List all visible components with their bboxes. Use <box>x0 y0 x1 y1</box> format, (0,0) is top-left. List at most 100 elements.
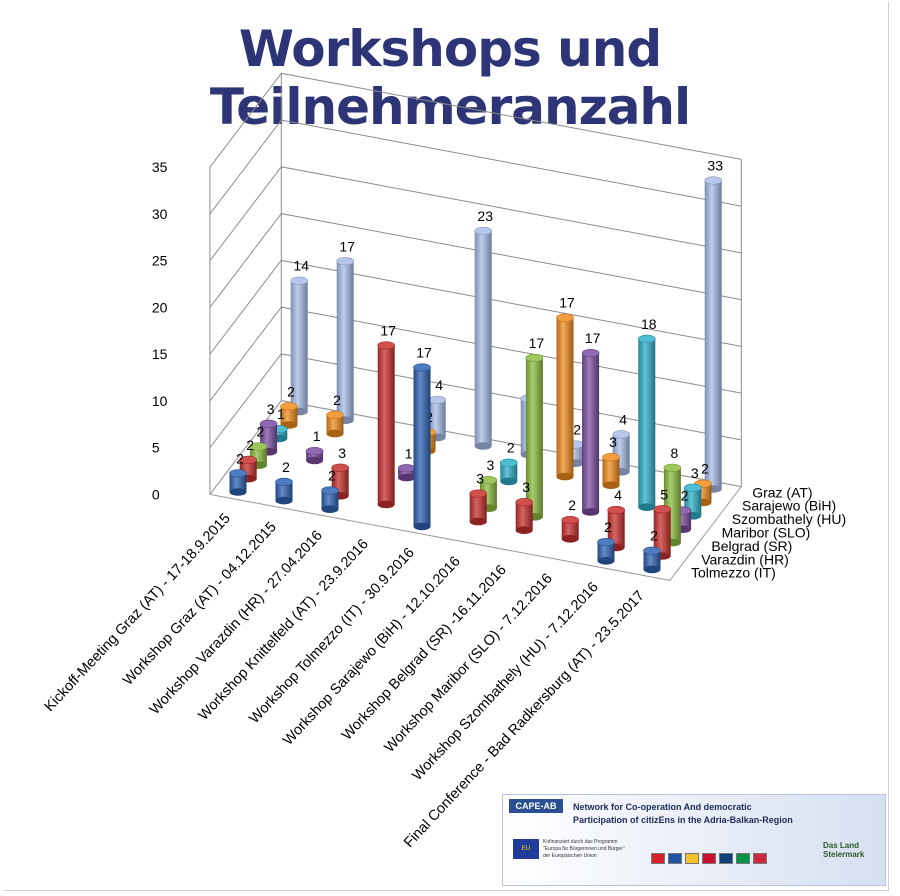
flag-icon <box>685 853 699 864</box>
data-label: 2 <box>650 528 658 544</box>
data-label: 17 <box>585 330 601 346</box>
data-label: 3 <box>267 401 275 417</box>
steiermark-logo: Das Land Steiermark <box>823 841 864 859</box>
bar <box>525 353 544 521</box>
data-label: 2 <box>604 519 612 535</box>
y-tick-label: 25 <box>152 253 168 269</box>
bar <box>305 446 324 465</box>
data-label: 33 <box>707 157 723 173</box>
data-label: 4 <box>619 411 627 427</box>
bar <box>643 546 661 574</box>
data-label: 2 <box>333 392 341 408</box>
cape-logo: CAPE-AB <box>509 799 563 813</box>
bar <box>561 515 580 543</box>
gridlines <box>209 72 743 581</box>
bar <box>280 402 298 429</box>
cofinance-line-3: der Europäischen Union <box>543 853 597 859</box>
data-label: 3 <box>487 457 495 473</box>
bar <box>326 410 344 438</box>
y-tick-label: 5 <box>152 440 160 456</box>
data-label: 2 <box>236 450 244 466</box>
bars: 1417423624332221732121833111722317823173… <box>229 157 723 574</box>
data-label: 3 <box>476 471 484 487</box>
country-flags <box>651 853 767 864</box>
x-axis: Kickoff-Meeting Graz (AT) - 17-18.9.2015… <box>42 511 648 851</box>
footer-banner: CAPE-AB Network for Co-operation And dem… <box>502 794 886 886</box>
data-label: 3 <box>691 465 699 481</box>
data-label: 14 <box>293 258 309 274</box>
bar <box>229 469 247 496</box>
data-label: 2 <box>568 497 576 513</box>
flag-icon <box>668 853 682 864</box>
category-label: Workshop Szombathely (HU) - 7.12.2016 <box>409 579 601 784</box>
bar <box>275 477 293 505</box>
y-tick-label: 30 <box>152 206 168 222</box>
data-label: 2 <box>328 468 336 484</box>
flag-icon <box>753 853 767 864</box>
data-label: 2 <box>246 437 254 453</box>
series-label: Maribor (SLO) <box>722 525 811 541</box>
series-label: Sarajewo (BiH) <box>742 498 836 514</box>
network-line-2: Participation of citizEns in the Adria-B… <box>573 815 793 825</box>
data-label: 2 <box>701 461 709 477</box>
bar <box>556 313 574 481</box>
data-label: 2 <box>681 488 689 504</box>
y-tick-label: 20 <box>152 299 168 315</box>
data-label: 4 <box>435 377 443 393</box>
page-title: Workshops und Teilnehmeranzahl <box>209 20 691 136</box>
cofinance-text: Kofinanziert durch das Programm "Europa … <box>543 839 625 860</box>
data-label: 2 <box>287 383 295 399</box>
data-label: 1 <box>277 406 285 422</box>
data-label: 1 <box>313 428 321 444</box>
cofinance-line-2: "Europa für Bürgerinnen und Bürger" <box>543 846 625 852</box>
land-line-1: Das Land <box>823 841 860 850</box>
series-label: Tolmezzo (IT) <box>691 565 776 581</box>
bar <box>377 341 396 509</box>
bar <box>581 348 600 516</box>
series-legend: Tolmezzo (IT)Varazdin (HR)Belgrad (SR)Ma… <box>691 484 846 580</box>
data-label: 17 <box>529 335 545 351</box>
data-label: 1 <box>405 445 413 461</box>
series-label: Varazdin (HR) <box>701 551 789 567</box>
bar <box>469 489 488 526</box>
data-label: 2 <box>573 422 581 438</box>
data-label: 23 <box>477 208 493 224</box>
data-label: 8 <box>671 445 679 461</box>
data-label: 18 <box>641 316 657 332</box>
y-tick-label: 10 <box>152 393 168 409</box>
y-tick-label: 15 <box>152 346 168 362</box>
series-label: Belgrad (SR) <box>711 538 792 554</box>
data-label: 2 <box>282 459 290 475</box>
data-label: 3 <box>522 479 530 495</box>
bar <box>397 464 416 482</box>
data-label: 17 <box>559 295 575 311</box>
bar <box>597 537 615 565</box>
bar <box>499 458 518 486</box>
data-label: 17 <box>339 238 355 254</box>
flag-icon <box>702 853 716 864</box>
y-axis: 0 5 10 15 20 25 30 35 <box>152 159 168 502</box>
data-label: 5 <box>660 486 668 502</box>
bar <box>413 363 431 531</box>
data-label: 2 <box>257 424 265 440</box>
bar <box>704 176 723 493</box>
data-label: 3 <box>338 445 346 461</box>
bar <box>474 226 493 450</box>
network-line-1: Network for Co-operation And democratic <box>573 802 752 812</box>
gridline <box>209 72 742 168</box>
data-label: 2 <box>507 440 515 456</box>
slide-frame <box>4 2 889 891</box>
series-label: Szombathely (HU) <box>732 511 846 527</box>
bar <box>321 486 339 513</box>
data-label: 17 <box>416 344 432 360</box>
data-label: 3 <box>609 434 617 450</box>
data-label: 4 <box>614 487 622 503</box>
flag-icon <box>651 853 665 864</box>
category-label: Kickoff-Meeting Graz (AT) - 17-18.9.2015 <box>42 511 234 715</box>
series-label: Graz (AT) <box>752 484 812 500</box>
floor <box>209 400 743 581</box>
flag-icon <box>719 853 733 864</box>
eu-flag-icon: EU <box>513 839 539 859</box>
bar <box>602 453 620 490</box>
